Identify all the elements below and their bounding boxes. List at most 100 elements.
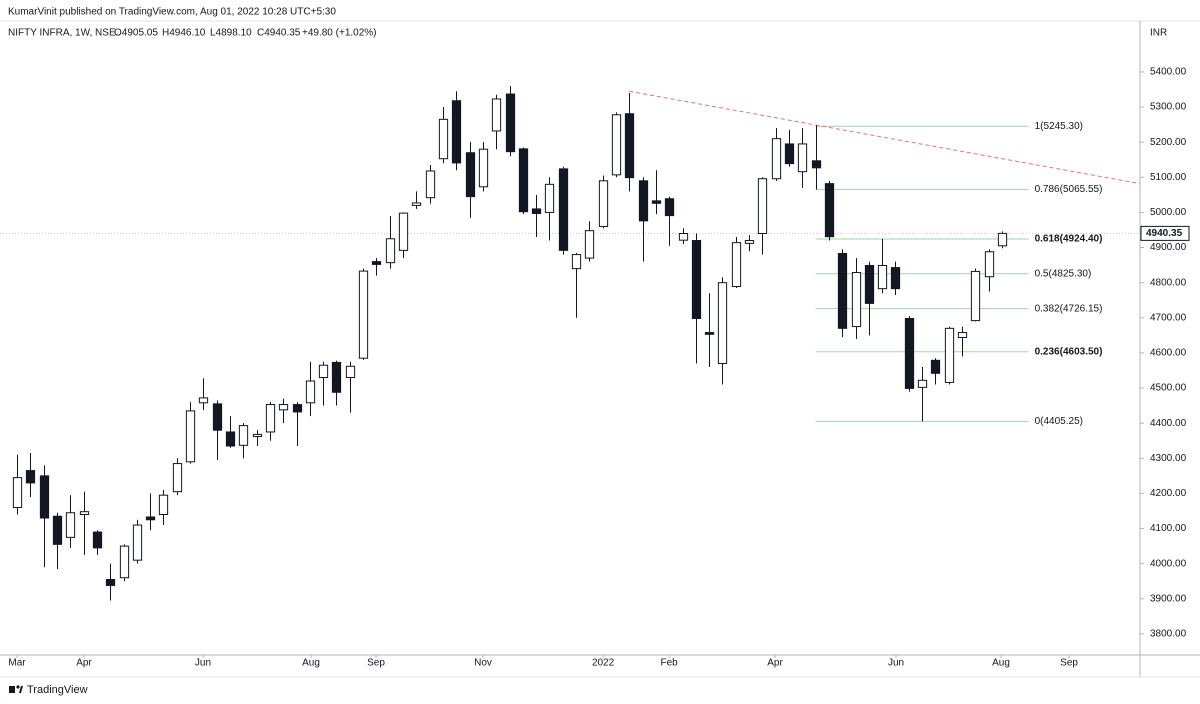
x-tick-label: Jun [195, 658, 211, 669]
y-tick-label: 4600.00 [1150, 348, 1187, 359]
y-tick-label: 5400.00 [1150, 67, 1187, 78]
candle-body [531, 208, 542, 214]
candle-body [172, 463, 183, 493]
candle-body [824, 183, 835, 238]
candle-body [997, 232, 1008, 247]
candle-body [970, 270, 981, 322]
y-tick-label: 4400.00 [1150, 418, 1187, 429]
candle-body [691, 240, 702, 320]
fib-label: 0(4405.25) [1035, 416, 1083, 427]
candle-body [252, 433, 263, 438]
candle-body [438, 118, 449, 160]
candle-body [425, 170, 436, 199]
x-tick-label: Sep [367, 658, 385, 669]
y-tick-label: 3900.00 [1150, 593, 1187, 604]
fib-label: 0.5(4825.30) [1035, 268, 1092, 279]
candle-body [984, 251, 995, 278]
candle-body [225, 431, 236, 447]
candle-body [717, 282, 728, 364]
x-tick-label: Aug [992, 658, 1010, 669]
fib-label: 0.786(5065.55) [1035, 184, 1103, 195]
candle-body [198, 397, 209, 404]
candle-body [305, 380, 316, 404]
candle-body [145, 516, 156, 521]
y-tick-label: 5100.00 [1150, 172, 1187, 183]
fib-label: 0.382(4726.15) [1035, 303, 1103, 314]
y-tick-label: 5000.00 [1150, 207, 1187, 218]
legend-symbol: NIFTY INFRA, 1W, NSE [8, 28, 116, 39]
candle-body [265, 404, 276, 433]
candle-body [119, 545, 130, 579]
candle-body [491, 98, 502, 132]
candle-body [664, 198, 675, 217]
candle-body [318, 364, 329, 379]
candle-body [771, 138, 782, 180]
candle-body [917, 379, 928, 388]
currency-label: INR [1150, 28, 1167, 39]
x-tick-label: Jun [888, 658, 904, 669]
trendline [629, 90, 1141, 185]
fib-label: 0.236(4603.50) [1035, 346, 1103, 357]
candle-body [371, 261, 382, 265]
candle-body [385, 238, 396, 264]
x-tick-label: Nov [474, 658, 492, 669]
candle-body [638, 180, 649, 222]
candle-body [12, 477, 23, 508]
candle-body [52, 515, 63, 545]
y-tick-label: 4100.00 [1150, 523, 1187, 534]
y-tick-label: 4300.00 [1150, 453, 1187, 464]
candle-body [851, 271, 862, 328]
candle-body [25, 470, 36, 484]
y-tick-label: 4200.00 [1150, 488, 1187, 499]
candle-body [904, 318, 915, 389]
y-tick-label: 4900.00 [1150, 242, 1187, 253]
candle-body [704, 332, 715, 335]
candle-body [744, 240, 755, 244]
candle-body [105, 578, 116, 586]
x-tick-label: Sep [1060, 658, 1078, 669]
candle-body [797, 143, 808, 173]
x-tick-label: Apr [767, 658, 783, 669]
candle-body [678, 233, 689, 241]
candle-body [558, 168, 569, 251]
x-tick-label: Apr [76, 658, 92, 669]
candle-body [731, 242, 742, 288]
candle-body [584, 230, 595, 259]
candle-body [890, 267, 901, 290]
candle-body [611, 114, 622, 176]
candle-body [864, 264, 875, 304]
candle-body [478, 148, 489, 188]
y-tick-label: 4800.00 [1150, 277, 1187, 288]
x-tick-label: 2022 [592, 658, 615, 669]
candle-body [784, 143, 795, 165]
candle-body [930, 359, 941, 374]
candle-body [132, 524, 143, 561]
candle-body [185, 410, 196, 463]
y-tick-label: 3800.00 [1150, 629, 1187, 640]
y-tick-label: 4000.00 [1150, 558, 1187, 569]
footer-brand: TradingView [27, 684, 88, 696]
legend-open: O4905.05 [114, 28, 158, 39]
candle-body [65, 512, 76, 538]
candle-body [92, 531, 103, 549]
candle-body [757, 178, 768, 235]
x-tick-label: Aug [302, 658, 320, 669]
candle-body [345, 365, 356, 379]
candle-body [957, 332, 968, 338]
legend-high: H4946.10 [162, 28, 206, 39]
publish-note: KumarVinit published on TradingView.com,… [8, 7, 336, 18]
legend-low: L4898.10 [210, 28, 252, 39]
candle-body [331, 361, 342, 393]
y-tick-label: 4700.00 [1150, 312, 1187, 323]
candle-body [39, 475, 50, 519]
candle-body [624, 113, 635, 179]
tradingview-logo [9, 685, 23, 693]
candle-body [877, 264, 888, 290]
candle-body [398, 212, 409, 251]
candle-body [465, 152, 476, 198]
candle-body [292, 404, 303, 413]
candle-body [411, 202, 422, 206]
candle-body [358, 270, 369, 359]
y-tick-label: 4500.00 [1150, 383, 1187, 394]
